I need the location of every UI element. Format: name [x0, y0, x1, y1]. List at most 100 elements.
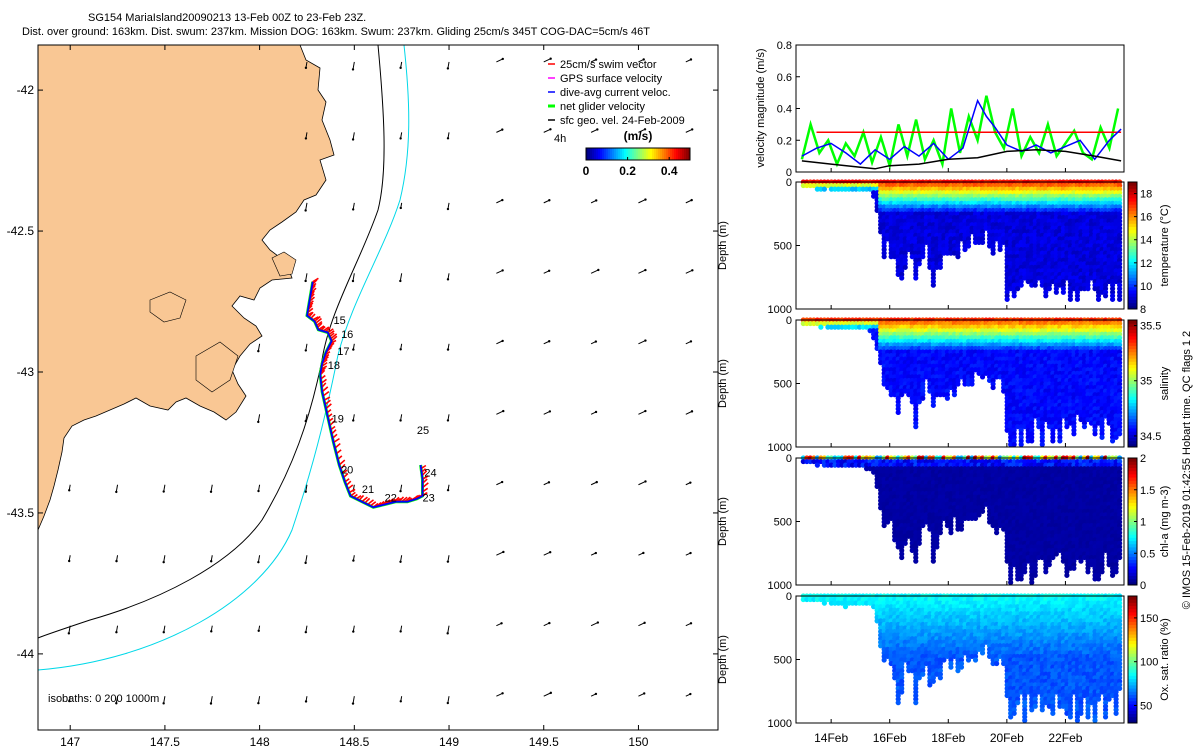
section-data-point	[930, 275, 936, 281]
section-data-point	[1117, 222, 1123, 228]
section-data-point	[1102, 282, 1109, 288]
geo-velocity-arrowhead	[304, 630, 308, 634]
colorbar-swatch	[588, 148, 591, 160]
dive-avg-current-track	[306, 281, 424, 509]
geo-velocity-arrowhead	[257, 349, 260, 353]
colorbar-swatch	[674, 148, 677, 160]
section-colorbar-swatch	[1128, 286, 1137, 291]
geo-velocity-arrowhead	[115, 490, 118, 494]
section-colorbar-label: temperature (°C)	[1159, 204, 1171, 286]
colorbar-swatch	[656, 148, 659, 160]
section-colorbar-tick-label: 35	[1140, 376, 1152, 388]
colorbar-swatch	[664, 148, 667, 160]
section-data-point	[990, 250, 996, 256]
section-colorbar-swatch	[1128, 280, 1137, 285]
legend-entry: GPS surface velocity	[560, 73, 663, 85]
section-data-point	[930, 282, 936, 288]
section-data-point	[1011, 289, 1017, 295]
colorbar-swatch	[630, 148, 633, 160]
section-data-point	[955, 254, 961, 260]
section-data-point	[965, 239, 972, 246]
swim-vector-tick	[369, 501, 377, 507]
legend-entry: 25cm/s swim vector	[560, 59, 657, 71]
swim-vector-tick	[329, 420, 336, 427]
velocity-series-sfc-geo-vel-24-feb-2009	[801, 149, 1122, 170]
geo-velocity-arrowhead	[549, 57, 552, 60]
geo-velocity-arrowhead	[446, 67, 450, 70]
section-data-point	[916, 261, 922, 267]
section-data-point	[955, 250, 961, 256]
geo-velocity-arrow	[638, 128, 646, 133]
geo-velocity-arrowhead	[691, 269, 694, 272]
isobath-1000m	[38, 45, 410, 671]
colorbar-swatch	[596, 148, 599, 160]
section-data-point	[913, 424, 919, 430]
swim-vector-tick	[314, 317, 322, 324]
geo-velocity-arrowhead	[548, 340, 551, 343]
section-colorbar-swatch	[1128, 383, 1137, 388]
section-colorbar-swatch	[1128, 223, 1137, 227]
geo-velocity-arrowhead	[548, 621, 551, 625]
velocity-ytick-label: 0.4	[777, 104, 792, 116]
section-data-point	[1039, 441, 1045, 448]
section-data-point	[937, 257, 943, 263]
geo-velocity-arrowhead	[399, 66, 402, 70]
section-data-point	[937, 254, 943, 260]
section-data-point	[937, 530, 943, 536]
section-colorbar-swatch	[1128, 361, 1137, 365]
section-colorbar-swatch	[1128, 370, 1137, 375]
section-data-point	[955, 246, 961, 253]
section-colorbar-label: salinity	[1159, 366, 1171, 400]
section-data-point	[1060, 286, 1066, 292]
tasman-peninsula	[195, 341, 239, 393]
section-data-point	[1117, 289, 1123, 295]
section-colorbar-swatch	[1128, 386, 1137, 391]
geo-velocity-arrowhead	[501, 57, 504, 61]
section-data-point	[1102, 289, 1109, 295]
section-data-point	[979, 229, 986, 235]
legend-entry: sfc geo. vel. 24-Feb-2009	[560, 115, 685, 127]
geo-velocity-arrowhead	[595, 480, 598, 484]
section-data-point	[920, 250, 926, 256]
swim-vector-tick	[422, 482, 429, 489]
section-data-point	[965, 232, 972, 238]
geo-velocity-arrow	[638, 410, 646, 415]
track-day-label: 15	[333, 315, 345, 327]
section-data-point	[1117, 278, 1123, 285]
colorbar-swatch	[658, 148, 661, 160]
geo-velocity-arrowhead	[594, 410, 598, 414]
geo-velocity-arrowhead	[162, 490, 165, 493]
velocity-series-net-glider-velocity	[800, 95, 1120, 171]
section-data-point	[1117, 190, 1123, 196]
colorbar-swatch	[654, 148, 657, 160]
colorbar-swatch	[684, 148, 687, 160]
section-data-point	[934, 544, 940, 550]
geo-velocity-arrow	[447, 625, 450, 634]
map-ytick-label: -43	[17, 365, 35, 379]
geo-velocity-arrowhead	[595, 199, 598, 202]
colorbar-swatch	[628, 148, 631, 160]
track-day-label: 22	[385, 493, 397, 505]
section-colorbar-swatch	[1128, 296, 1137, 300]
geo-velocity-arrow	[685, 269, 693, 274]
section-data-point	[990, 384, 996, 391]
section-ytick-label: 500	[774, 379, 792, 391]
geo-velocity-arrowhead	[689, 551, 692, 555]
geo-velocity-arrow	[496, 551, 504, 556]
section-colorbar-swatch	[1128, 415, 1137, 419]
swim-vector-tick	[328, 330, 335, 336]
section-data-point	[1117, 186, 1123, 192]
colorbar-swatch	[598, 148, 601, 160]
swim-vector-tick	[308, 311, 314, 318]
velocity-ytick-label: 0.8	[777, 40, 792, 52]
geo-velocity-arrowhead	[304, 419, 307, 423]
section-data-point	[1117, 200, 1123, 206]
section-data-point	[1004, 296, 1010, 302]
velocity-series-dive-avg-current-veloc-	[801, 98, 1122, 166]
section-colorbar-swatch	[1128, 242, 1137, 246]
swim-vector-tick	[316, 322, 323, 329]
swim-vector-tick	[361, 496, 368, 503]
section-data-point	[902, 264, 908, 270]
section-colorbar-swatch	[1128, 185, 1137, 189]
section-data-point	[1095, 296, 1102, 302]
